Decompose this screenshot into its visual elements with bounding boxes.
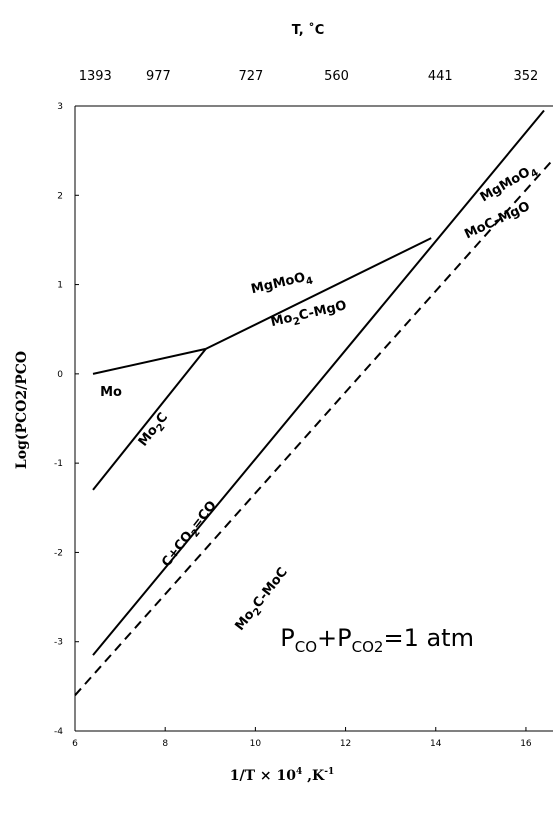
x-tick-label: 12 [340,739,351,749]
label-part: P [280,624,294,652]
label-part: +P [317,624,352,652]
label-part: C-MgO [297,298,348,324]
top-axis-ticks: 1393 977 727 560 441 352 [79,69,539,84]
x-tick-label: 8 [162,739,168,749]
x-axis-ticks: 6 8 10 12 14 16 [72,727,532,749]
x-axis-label: 1/T × 104 ,K-1 [230,767,334,784]
top-tick-label: 1393 [79,69,112,84]
phase-label: MoC-MgO [462,199,532,242]
y-tick-label: -3 [54,638,63,648]
y-axis-label: Log(PCO2/PCO [14,351,30,469]
x-axis-label-unit: ,K [302,768,325,784]
label-part: MgMoO [250,270,307,297]
phase-label: Mo [100,385,122,400]
label-subscript: 4 [305,275,314,287]
y-tick-label: 1 [57,281,63,291]
x-axis-label-unit-exponent: -1 [324,767,334,777]
x-tick-label: 6 [72,739,78,749]
phase-label: MgMoO4 [478,161,541,208]
label-part: Mo [100,385,122,400]
solid-boundary-line [206,238,431,349]
label-subscript: CO2 [352,638,384,656]
pressure-condition-label: PCO+PCO2=1 atm [280,624,474,656]
x-tick-label: 10 [250,739,262,749]
label-part: C+CO [159,529,196,571]
x-tick-label: 14 [430,739,442,749]
label-part: Mo [269,311,294,331]
solid-boundary-line [93,111,544,656]
top-tick-label: 441 [428,69,453,84]
y-tick-label: -1 [54,459,63,469]
top-tick-label: 560 [324,69,349,84]
phase-label: Mo2C-MgO [269,298,348,333]
y-tick-label: -2 [54,548,63,558]
x-axis-label-main: 1/T × 10 [230,768,296,784]
label-part: =1 atm [383,624,474,652]
y-tick-label: 0 [57,370,63,380]
top-tick-label: 727 [238,69,263,84]
top-tick-label: 352 [514,69,539,84]
phase-label: C+CO2=CO [159,498,222,572]
phase-label: MgMoO4 [250,269,315,301]
y-tick-label: 2 [57,191,63,201]
label-part: =CO [189,498,220,532]
y-tick-label: 3 [57,102,63,112]
x-tick-label: 16 [520,739,532,749]
label-part: C-MoC [250,565,291,611]
label-part: MoC-MgO [462,199,532,242]
y-tick-label: -4 [54,727,63,737]
top-axis-title: T, ˚C [292,22,325,38]
top-tick-label: 977 [146,69,171,84]
label-subscript: CO [295,638,317,656]
